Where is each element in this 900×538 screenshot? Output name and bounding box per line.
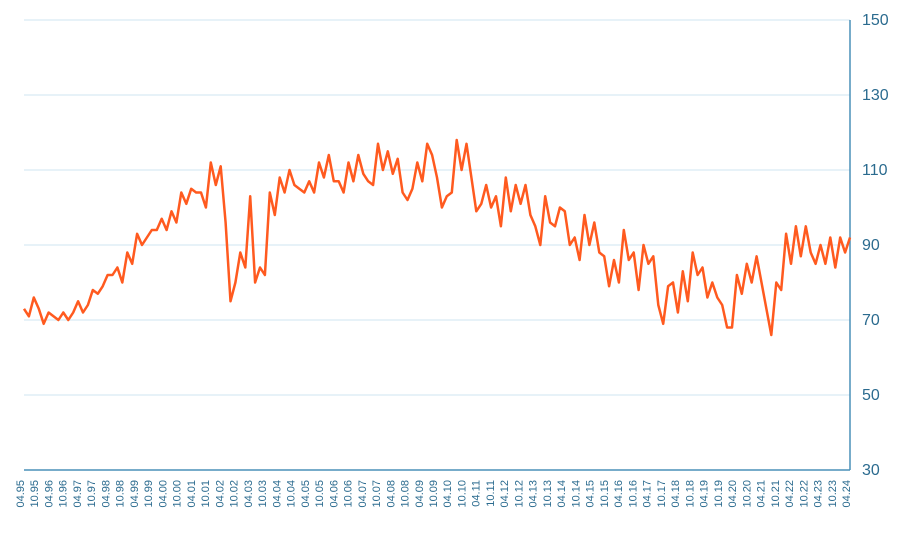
x-tick-label: 10.17 xyxy=(656,480,668,508)
x-tick-label: 04.99 xyxy=(129,480,141,508)
x-tick-label: 04.09 xyxy=(414,480,426,508)
x-tick-label: 10.97 xyxy=(86,480,98,508)
y-tick-label: 50 xyxy=(862,387,880,404)
y-tick-label: 110 xyxy=(862,162,888,179)
x-tick-label: 04.14 xyxy=(556,480,568,508)
x-tick-label: 04.01 xyxy=(186,480,198,508)
x-tick-label: 04.18 xyxy=(670,480,682,508)
x-tick-label: 04.12 xyxy=(499,480,511,508)
x-tick-label: 04.08 xyxy=(385,480,397,508)
x-tick-label: 10.14 xyxy=(570,480,582,508)
x-tick-label: 10.07 xyxy=(371,480,383,508)
x-tick-label: 10.19 xyxy=(713,480,725,508)
x-tick-label: 10.04 xyxy=(286,480,298,508)
x-tick-label: 04.96 xyxy=(43,480,55,508)
x-tick-label: 10.18 xyxy=(684,480,696,508)
x-tick-label: 04.06 xyxy=(328,480,340,508)
x-tick-label: 04.21 xyxy=(756,480,768,508)
x-tick-label: 10.02 xyxy=(229,480,241,508)
x-tick-label: 04.17 xyxy=(642,480,654,508)
x-tick-label: 10.00 xyxy=(172,480,184,508)
x-tick-label: 10.03 xyxy=(257,480,269,508)
x-tick-label: 10.22 xyxy=(798,480,810,508)
x-tick-label: 04.23 xyxy=(813,480,825,508)
x-tick-label: 04.04 xyxy=(271,480,283,508)
x-tick-label: 10.95 xyxy=(29,480,41,508)
x-tick-label: 10.98 xyxy=(115,480,127,508)
x-tick-label: 10.13 xyxy=(542,480,554,508)
y-tick-label: 90 xyxy=(862,237,880,254)
y-tick-label: 130 xyxy=(862,87,889,104)
x-tick-label: 04.03 xyxy=(243,480,255,508)
x-tick-label: 04.11 xyxy=(471,480,483,507)
x-tick-label: 10.05 xyxy=(314,480,326,508)
y-tick-label: 70 xyxy=(862,312,880,329)
x-tick-label: 04.05 xyxy=(300,480,312,508)
y-tick-label: 150 xyxy=(862,12,889,29)
x-tick-label: 10.06 xyxy=(343,480,355,508)
x-tick-label: 04.16 xyxy=(613,480,625,508)
x-tick-label: 04.00 xyxy=(157,480,169,508)
x-tick-label: 10.99 xyxy=(143,480,155,508)
time-series-chart: 3050709011013015004.9510.9504.9610.9604.… xyxy=(0,0,900,538)
x-tick-label: 04.97 xyxy=(72,480,84,508)
x-tick-label: 04.24 xyxy=(841,480,853,508)
x-tick-label: 10.12 xyxy=(513,480,525,508)
x-tick-label: 04.19 xyxy=(699,480,711,508)
x-tick-label: 04.13 xyxy=(528,480,540,508)
x-tick-label: 10.16 xyxy=(627,480,639,508)
x-tick-label: 04.02 xyxy=(214,480,226,508)
x-tick-label: 04.95 xyxy=(15,480,27,508)
x-tick-label: 10.21 xyxy=(770,480,782,508)
x-tick-label: 04.07 xyxy=(357,480,369,508)
x-tick-label: 10.09 xyxy=(428,480,440,508)
x-tick-label: 10.01 xyxy=(200,480,212,508)
x-tick-label: 04.98 xyxy=(100,480,112,508)
x-tick-label: 10.23 xyxy=(827,480,839,508)
x-tick-label: 10.15 xyxy=(599,480,611,508)
x-tick-label: 10.11 xyxy=(485,480,497,507)
x-tick-label: 10.08 xyxy=(400,480,412,508)
x-tick-label: 10.10 xyxy=(456,480,468,508)
x-tick-label: 04.15 xyxy=(585,480,597,508)
x-tick-label: 04.10 xyxy=(442,480,454,508)
x-tick-label: 04.20 xyxy=(727,480,739,508)
x-tick-label: 10.20 xyxy=(741,480,753,508)
x-tick-label: 10.96 xyxy=(58,480,70,508)
x-tick-label: 04.22 xyxy=(784,480,796,508)
y-tick-label: 30 xyxy=(862,462,880,479)
